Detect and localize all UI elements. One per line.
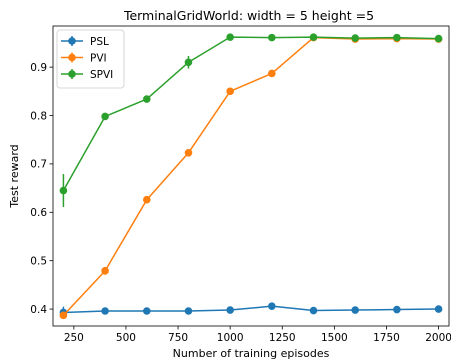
x-tick-label: 500	[116, 332, 136, 344]
y-axis: 0.4 0.5 0.6 0.7 0.8 0.9	[30, 62, 53, 316]
data-point-pvi	[101, 267, 109, 275]
y-tick-label: 0.4	[30, 304, 47, 316]
y-tick-label: 0.8	[30, 110, 47, 122]
data-point-psl	[142, 307, 151, 315]
y-tick-label: 0.9	[30, 62, 47, 74]
series-line-pvi	[62, 36, 439, 316]
x-axis: 250 500 750 1000 1250 1500 1750 2000	[64, 326, 451, 344]
data-point-psl	[226, 306, 234, 314]
data-point-psl	[101, 307, 109, 315]
data-point-psl	[268, 302, 276, 310]
data-point-spvi	[184, 58, 193, 67]
data-point-spvi	[393, 33, 401, 42]
data-point-psl	[184, 307, 193, 315]
data-point-spvi	[309, 33, 318, 41]
x-tick-label: 1000	[217, 332, 244, 344]
x-tick-label: 1250	[269, 332, 296, 344]
data-point-spvi	[59, 186, 68, 195]
y-tick-label: 0.7	[30, 159, 47, 171]
x-tick-label: 1750	[373, 332, 400, 344]
data-point-pvi	[184, 148, 193, 157]
legend-marker-spvi	[68, 70, 76, 78]
x-tick-label: 750	[168, 332, 188, 344]
series-layer	[59, 33, 443, 320]
data-point-pvi	[226, 87, 234, 96]
data-point-pvi	[268, 69, 276, 78]
y-tick-label: 0.5	[30, 255, 47, 267]
legend-label-spvi: SPVI	[90, 69, 113, 81]
chart-title: TerminalGridWorld: width = 5 height =5	[123, 8, 374, 23]
legend-label-psl: PSL	[90, 36, 109, 48]
data-point-spvi	[226, 33, 234, 41]
x-axis-label: Number of training episodes	[173, 347, 330, 360]
data-point-spvi	[101, 112, 109, 121]
data-point-spvi	[351, 34, 360, 42]
legend-label-pvi: PVI	[90, 52, 107, 64]
x-tick-label: 1500	[321, 332, 348, 344]
y-axis-label: Test reward	[8, 144, 21, 208]
data-point-spvi	[142, 95, 151, 103]
legend-marker-pvi	[68, 53, 76, 62]
legend: PSL PVI SPVI	[56, 29, 125, 89]
x-tick-label: 250	[64, 332, 84, 344]
data-point-psl	[393, 305, 401, 314]
data-point-psl	[434, 305, 443, 313]
data-point-psl	[309, 306, 318, 315]
data-point-pvi	[142, 195, 151, 204]
legend-marker-psl	[68, 37, 76, 45]
y-tick-label: 0.6	[30, 207, 47, 219]
data-point-pvi	[59, 311, 68, 320]
x-tick-label: 2000	[425, 332, 451, 344]
series-line-spvi	[62, 36, 439, 191]
data-point-spvi	[268, 33, 276, 42]
data-point-spvi	[434, 34, 443, 43]
data-point-psl	[351, 306, 360, 314]
series-line-psl	[63, 305, 439, 314]
